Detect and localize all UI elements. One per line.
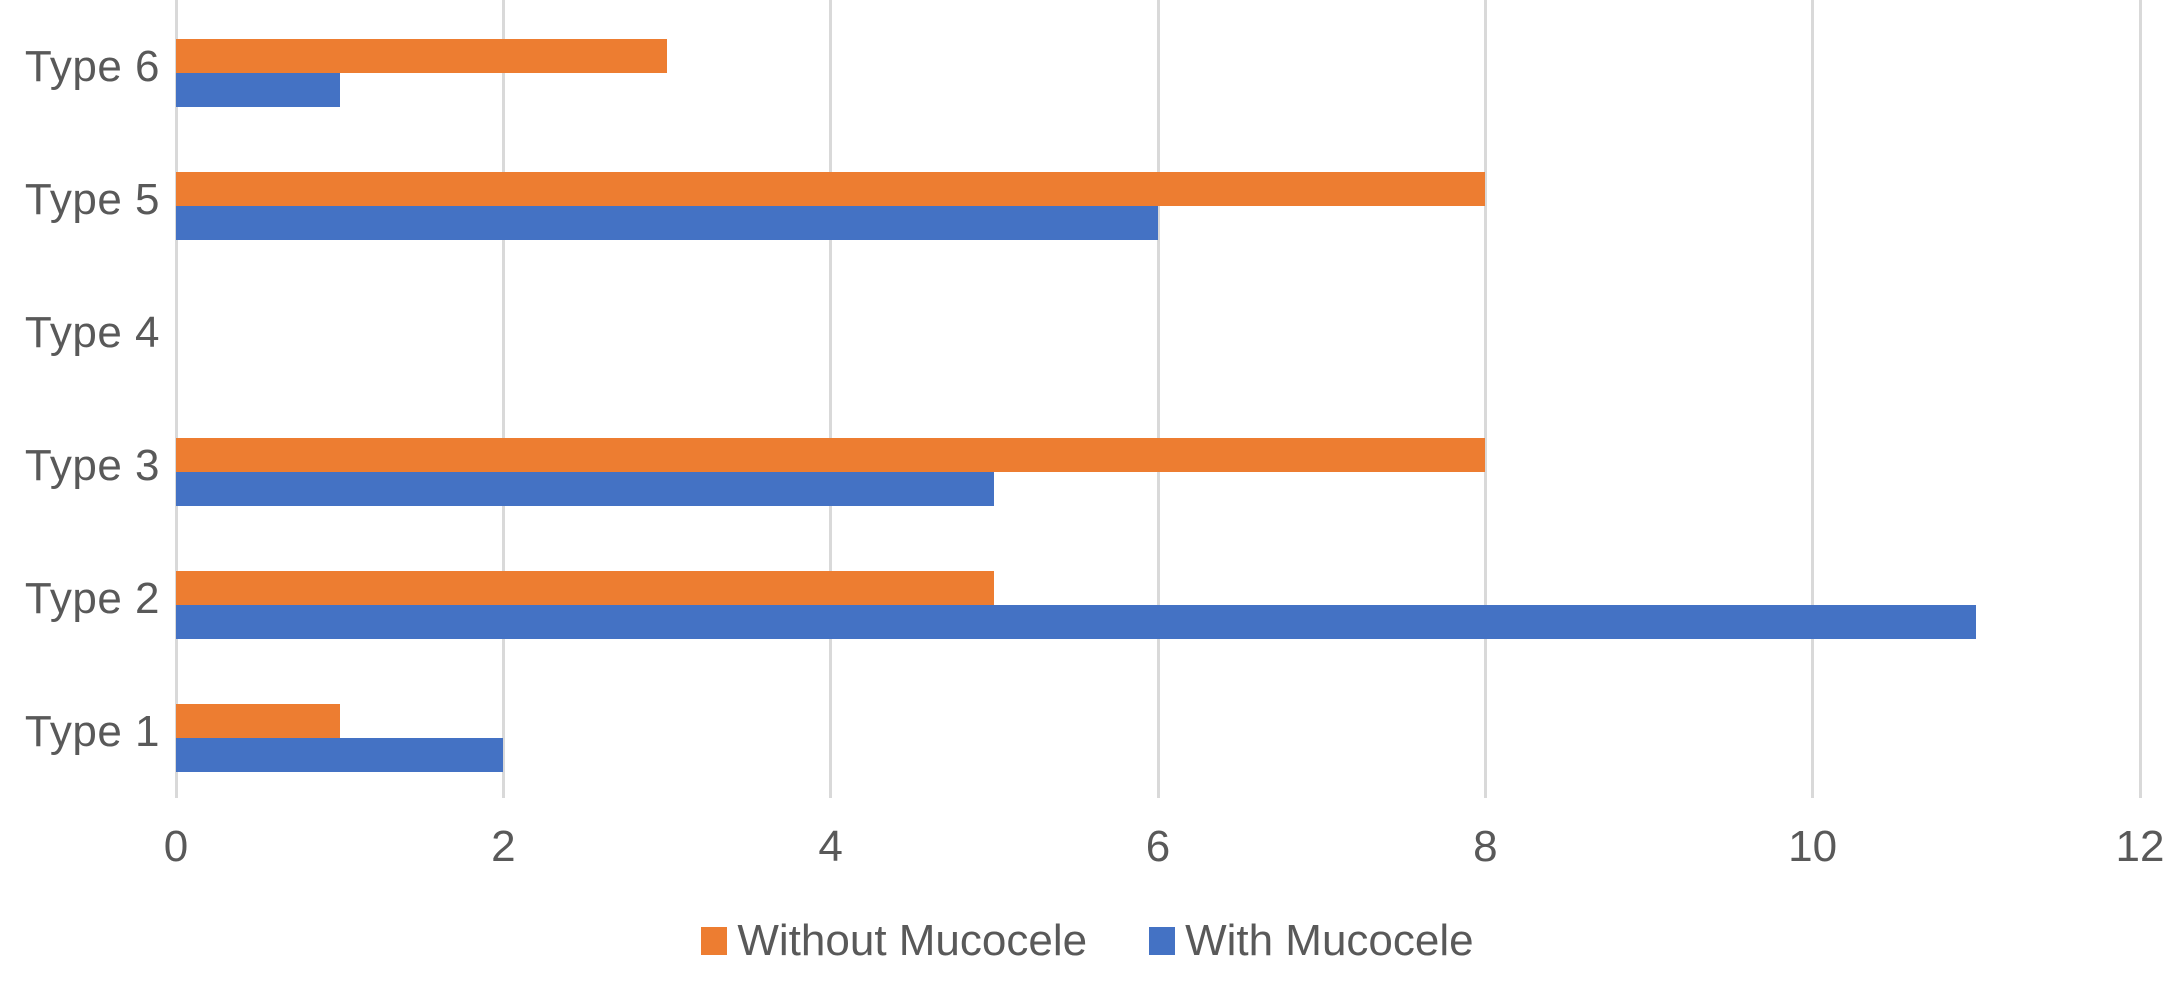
legend-swatch-with-mucocele xyxy=(1149,927,1176,955)
bar-with-mucocele-type-5 xyxy=(176,205,1158,240)
bar-with-mucocele-type-2 xyxy=(176,604,1977,639)
legend-swatch-without-mucocele xyxy=(701,927,728,955)
bar-without-mucocele-type-2 xyxy=(176,570,995,605)
gridline-4 xyxy=(829,0,833,798)
legend-label-with-mucocele: With Mucocele xyxy=(1185,916,1474,965)
bar-without-mucocele-type-5 xyxy=(176,171,1486,206)
category-label-type-6: Type 6 xyxy=(24,41,160,91)
x-tick-label-6: 6 xyxy=(1145,822,1171,871)
x-tick-label-12: 12 xyxy=(2115,822,2165,871)
gridline-10 xyxy=(1811,0,1815,798)
category-label-type-1: Type 1 xyxy=(24,706,160,756)
x-tick-label-0: 0 xyxy=(163,822,189,871)
x-tick-label-4: 4 xyxy=(818,822,843,871)
bar-with-mucocele-type-1 xyxy=(176,737,504,772)
bar-with-mucocele-type-6 xyxy=(176,72,340,107)
gridline-12 xyxy=(2138,0,2142,798)
bar-without-mucocele-type-6 xyxy=(176,38,667,73)
legend-item-without-mucocele: Without Mucocele xyxy=(701,916,1087,966)
gridline-6 xyxy=(1156,0,1160,798)
legend: Without Mucocele With Mucocele xyxy=(0,908,2175,974)
bar-with-mucocele-type-3 xyxy=(176,471,995,506)
plot-area xyxy=(174,0,2142,798)
x-tick-label-8: 8 xyxy=(1473,822,1498,871)
gridline-8 xyxy=(1483,0,1487,798)
category-label-type-5: Type 5 xyxy=(24,174,160,224)
category-label-type-3: Type 3 xyxy=(24,440,160,490)
x-tick-label-10: 10 xyxy=(1788,822,1838,871)
category-label-type-4: Type 4 xyxy=(24,307,160,357)
legend-item-with-mucocele: With Mucocele xyxy=(1149,916,1474,966)
legend-label-without-mucocele: Without Mucocele xyxy=(737,916,1088,965)
x-tick-label-2: 2 xyxy=(491,822,516,871)
category-label-type-2: Type 2 xyxy=(24,573,160,623)
gridline-2 xyxy=(501,0,505,798)
gridline-0 xyxy=(174,0,178,798)
bar-without-mucocele-type-3 xyxy=(176,437,1486,472)
category-axis: Type 6 Type 5 Type 4 Type 3 Type 2 Type 1 xyxy=(0,0,160,798)
bar-without-mucocele-type-1 xyxy=(176,703,340,738)
